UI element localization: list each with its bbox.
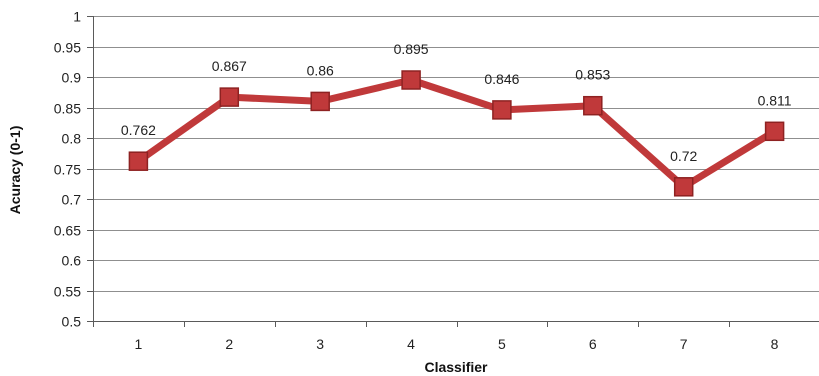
y-tick-label: 1 [73,9,81,25]
data-value-label: 0.72 [670,148,697,164]
x-tick-label: 2 [225,336,233,352]
data-value-label: 0.86 [307,62,334,78]
data-markers [128,70,785,197]
data-point-marker [128,151,149,171]
x-tick-label: 4 [407,336,415,352]
axes [87,16,819,327]
data-value-label: 0.895 [394,41,429,57]
y-tick-label: 0.55 [54,284,81,300]
y-tick-label: 0.6 [62,253,82,269]
y-tick-label: 0.8 [62,131,82,147]
gridlines [93,16,819,322]
x-tick-label: 3 [316,336,324,352]
x-tick-label: 7 [680,336,688,352]
data-point-marker [219,87,240,107]
series-polyline [134,76,779,191]
y-tick-label: 0.65 [54,223,81,239]
x-tick-label: 6 [589,336,597,352]
data-point-marker [764,121,785,142]
x-tick-labels: 1 2 3 4 5 6 7 8 [135,336,779,352]
y-axis-title: Acuracy (0-1) [7,126,23,215]
series-line [134,76,779,191]
data-point-marker [310,91,330,112]
data-labels: 0.762 0.867 0.86 0.895 0.846 0.853 0.72 0.811 [121,41,792,164]
y-tick-labels: 0.5 0.55 0.6 0.65 0.7 0.75 0.8 0.85 0.9 0.95 1 [54,9,81,330]
data-value-label: 0.762 [121,122,156,138]
y-tick-label: 0.7 [62,192,82,208]
y-tick-label: 0.9 [62,70,82,86]
y-tick-label: 0.95 [54,40,81,56]
x-tick-label: 1 [135,336,143,352]
data-point-marker [492,100,512,120]
data-value-label: 0.846 [484,71,519,87]
data-point-marker [583,95,603,116]
y-tick-label: 0.75 [54,162,81,178]
data-value-label: 0.811 [758,92,792,108]
y-tick-label: 0.5 [62,314,82,330]
data-point-marker [673,177,694,197]
x-tick-label: 5 [498,336,506,352]
x-tick-label: 8 [771,336,779,352]
data-value-label: 0.867 [212,58,247,74]
x-axis-title: Classifier [424,359,488,375]
data-value-label: 0.853 [575,67,610,83]
data-point-marker [401,70,421,90]
y-tick-label: 0.85 [54,101,81,117]
